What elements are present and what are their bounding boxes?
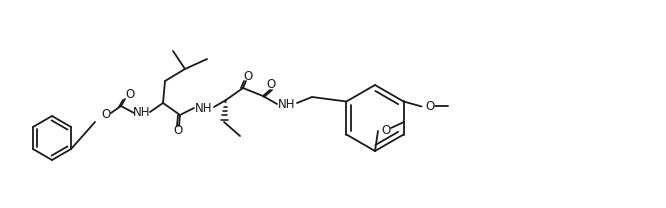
Text: NH: NH (133, 106, 151, 120)
Text: O: O (125, 88, 135, 102)
Text: NH: NH (195, 102, 212, 114)
Text: O: O (101, 109, 111, 121)
Text: NH: NH (278, 98, 296, 110)
Text: O: O (243, 71, 252, 83)
Text: O: O (266, 78, 276, 92)
Text: O: O (425, 100, 434, 113)
Text: O: O (173, 124, 182, 136)
Text: O: O (382, 124, 391, 136)
